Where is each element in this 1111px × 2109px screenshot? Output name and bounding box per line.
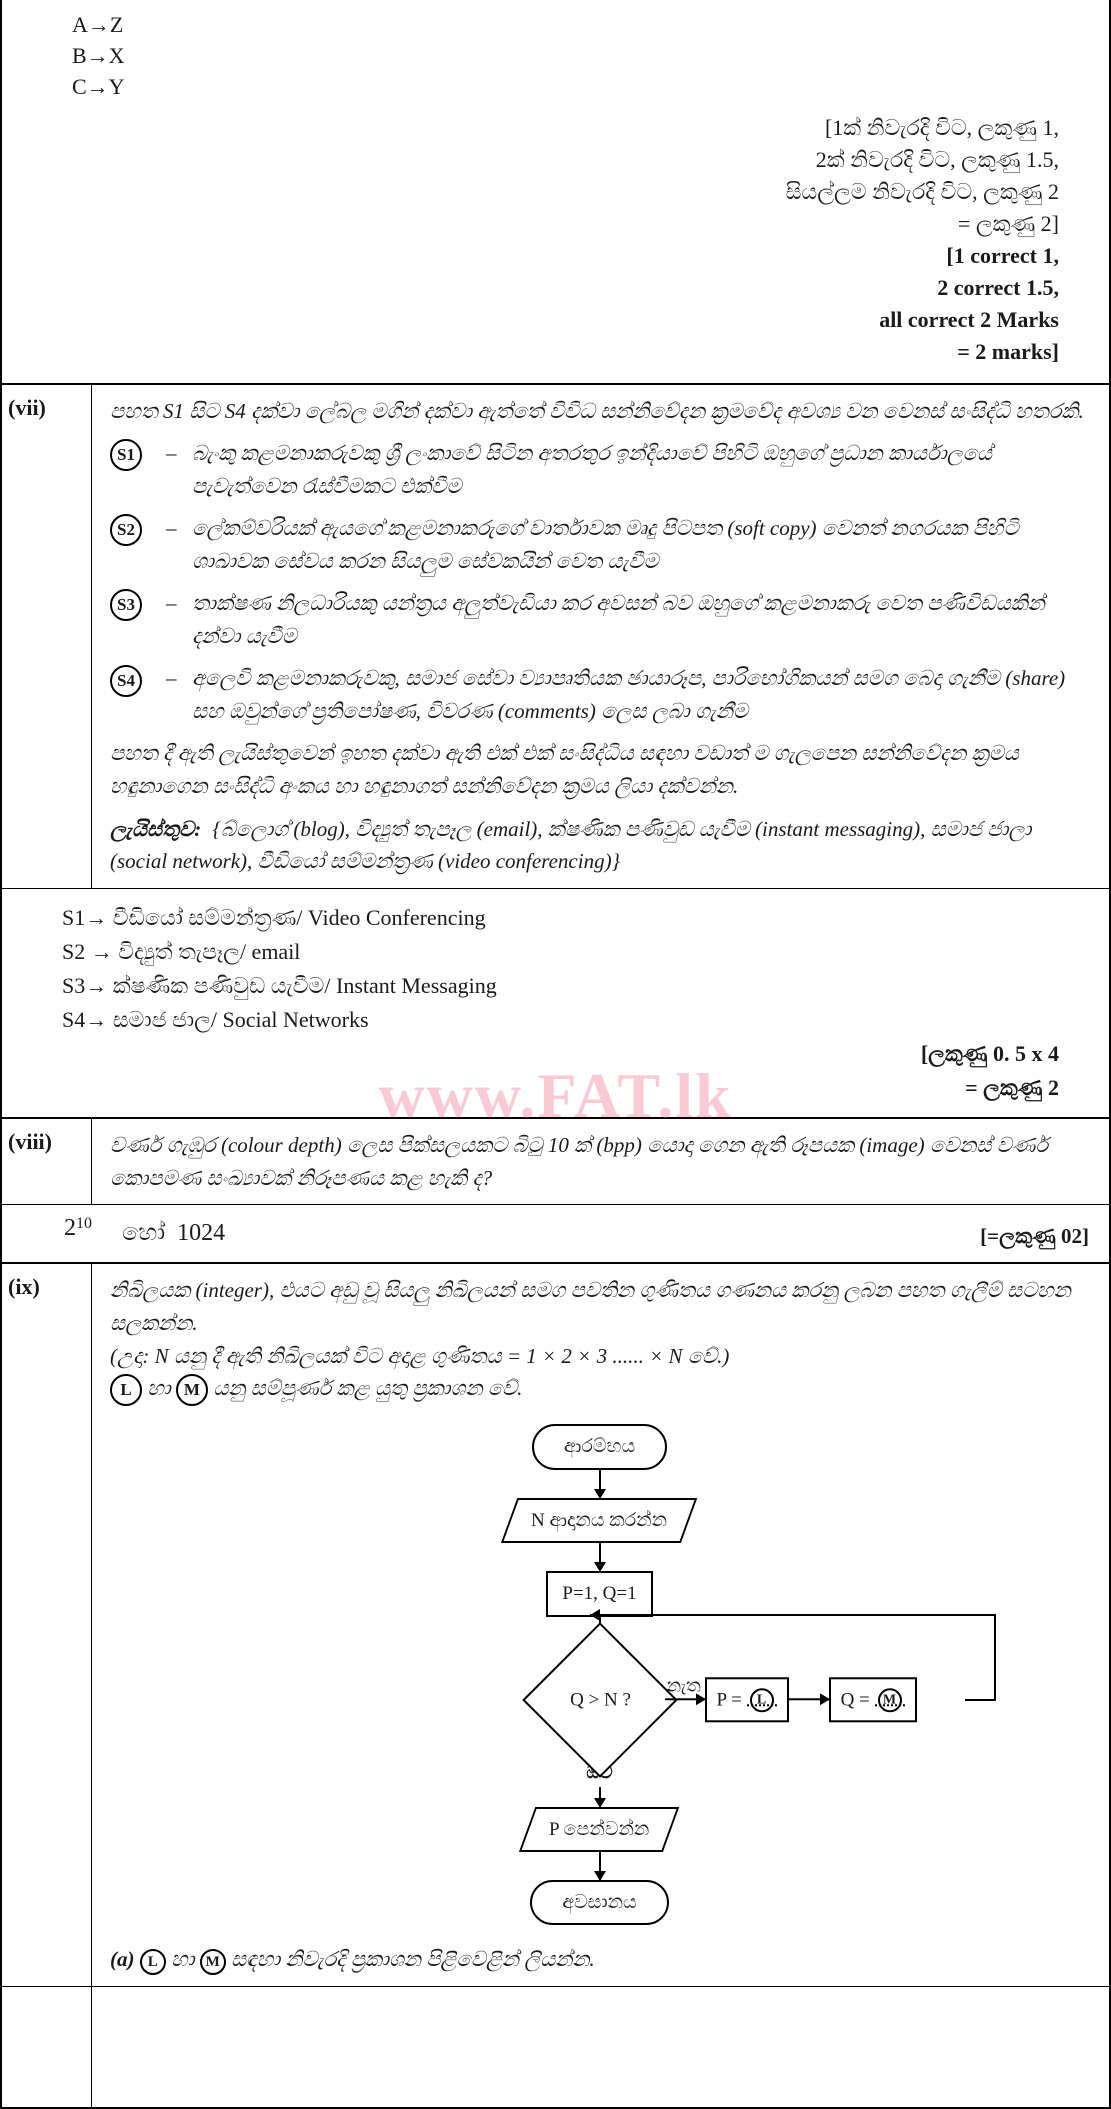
dash: – [166,587,192,652]
marks-line-en: = 2 marks] [72,336,1059,368]
blank-l-icon: L [110,1374,142,1406]
scenario-text: තාක්ෂණ නිලධාරියකු යන්ත්‍රය අලුත්වැඩියා ක… [192,587,1089,652]
answer-line: S2 → විද්‍යුත් තැපෑල/ email [62,935,1059,969]
question-body: නිඛිලයක (integer), එයට අඩු වූ සියලු නිඛි… [92,1264,1109,1985]
question-ix-row: (ix) නිඛිලයක (integer), එයට අඩු වූ සියලු… [2,1264,1109,1986]
question-number: (ix) [2,1264,92,1985]
sub-question-a: (a) L හා M සඳහා නිවැරදි ප්‍රකාශන පිළිවෙළ… [110,1943,1089,1976]
blank-l: L [747,1685,777,1706]
q9-para3: L හා M යනු සම්පූර්ණ කළ යුතු ප්‍රකාශන වේ. [110,1372,1089,1406]
blank-l-icon: L [140,1949,166,1975]
question-body: වර්ණ ගැඹුර (colour depth) ලෙස පික්සලයකට … [92,1119,1109,1204]
answer-vi-block: A→Z B→X C→Y [1ක් නිවැරදි විට, ලකුණු 1, 2… [2,0,1109,385]
answer-line: S1→ වීඩියෝ සම්මන්ත්‍රණ/ Video Conferenci… [62,901,1059,935]
answer-vii-block: S1→ වීඩියෝ සම්මන්ත්‍රණ/ Video Conferenci… [2,889,1109,1120]
marks-line-en: 2 correct 1.5, [72,272,1059,304]
dash: – [166,662,192,727]
marks-line: [=ලකුණු 02] [980,1220,1089,1253]
dash: – [166,512,192,577]
answer-viii-row: 210 හෝ 1024 [=ලකුණු 02] [2,1205,1109,1264]
matching-pairs: A→Z B→X C→Y [72,10,1059,102]
marks-scheme: [1ක් නිවැරදි විට, ලකුණු 1, 2ක් නිවැරදි ව… [72,112,1059,367]
marks-line-si: 2ක් නිවැරදි විට, ලකුණු 1.5, [72,144,1059,176]
flow-assign-q: Q = M [829,1677,917,1722]
blank-m-icon: M [176,1374,208,1406]
question-body: පහත S1 සිට S4 දක්වා ලේබල මගින් දක්වා ඇත්… [92,385,1109,888]
empty-cell [2,1987,92,2107]
exponent: 10 [76,1215,92,1233]
answer-line: S3→ ක්ෂණික පණිවුඩ යැවීම/ Instant Messagi… [62,969,1059,1003]
list-label: ලැයිස්තුව: [110,817,201,841]
answer-body: හෝ 1024 [=ලකුණු 02] [92,1205,1109,1262]
flow-decision: Q > N ? [522,1622,678,1778]
blank-l-icon: L [750,1689,774,1713]
s-label-icon: S3 [110,589,142,621]
marks-line-si: = ලකුණු 2] [72,208,1059,240]
marks-line-en: all correct 2 Marks [72,304,1059,336]
flow-end: අවසානය [530,1880,668,1925]
question-number: (viii) [2,1119,92,1204]
text: හා [142,1376,176,1400]
answer-value: හෝ 1024 [110,1215,225,1252]
flowchart: ආරම්භය N ආදානය කරන්න P=1, Q=1 Q > N ? [320,1424,880,1925]
q-prefix: Q = [841,1689,875,1710]
option-list: {බ්ලොග් (blog), විද්‍යුත් තැපෑල (email),… [110,817,1031,874]
base: 2 [64,1215,76,1242]
arrow-down-icon [599,1543,601,1571]
text: යනු සම්පූර්ණ කළ යුතු ප්‍රකාශන වේ. [208,1376,522,1400]
pair-line: C→Y [72,72,1059,103]
scenario-s3: S3 – තාක්ෂණ නිලධාරියකු යන්ත්‍රය අලුත්වැඩ… [110,587,1089,652]
scenario-s4: S4 – අලෙවි කළමනාකරුවකු, සමාජ සේවා ව්‍යාප… [110,662,1089,727]
flow-assign-p: P = L [705,1677,789,1722]
blank-m: M [875,1685,905,1706]
blank-m-icon: M [878,1689,902,1713]
q9-para1: නිඛිලයක (integer), එයට අඩු වූ සියලු නිඛි… [110,1274,1089,1339]
question-number: (vii) [2,385,92,888]
q7-intro: පහත S1 සිට S4 දක්වා ලේබල මගින් දක්වා ඇත්… [110,395,1089,428]
flow-input-text: N ආදානය කරන්න [531,1506,667,1535]
blank-m-icon: M [200,1949,226,1975]
arrow-down-icon [599,1470,601,1498]
flow-start: ආරම්භය [532,1424,667,1469]
marks-line-en: [1 correct 1, [72,240,1059,272]
flow-input: N ආදානය කරන්න [501,1498,698,1543]
marks-line-si: [1ක් නිවැරදි විට, ලකුණු 1, [72,112,1059,144]
dash: – [166,437,192,502]
answer-exponent: 210 [2,1205,92,1262]
scenario-s1: S1 – බැංකු කළමනාකරුවකු ශ්‍රී ලංකාවේ සිටි… [110,437,1089,502]
s-label-icon: S4 [110,665,142,697]
no-label: නැත [667,1673,701,1701]
marks-line: [ලකුණු 0. 5 x 4 [62,1037,1059,1071]
p-prefix: P = [717,1689,747,1710]
q7-instruction: පහත දී ඇති ලැයිස්තුවෙන් ඉහත දක්වා ඇති එක… [110,737,1089,802]
question-viii-row: (viii) වර්ණ ගැඹුර (colour depth) ලෙස පික… [2,1119,1109,1205]
scenario-s2: S2 – ලේකම්වරියක් ඇයගේ කළමනාකරුගේ වාර්තාව… [110,512,1089,577]
flow-output-text: P පෙන්වන්න [549,1815,649,1844]
arrow-right-icon: නැත [665,1699,705,1701]
arrow-down-icon [599,1852,601,1880]
arrow-right-icon [789,1699,829,1701]
s-label-icon: S2 [110,514,142,546]
empty-cell [92,1987,1109,2107]
decision-text: Q > N ? [569,1685,630,1714]
scenario-text: අලෙවි කළමනාකරුවකු, සමාජ සේවා ව්‍යාපෘතියක… [192,662,1089,727]
marks-line: = ලකුණු 2 [62,1071,1059,1105]
scenario-text: බැංකු කළමනාකරුවකු ශ්‍රී ලංකාවේ සිටින අතර… [192,437,1089,502]
scenario-text: ලේකම්වරියක් ඇයගේ කළමනාකරුගේ වාර්තාවක මෘද… [192,512,1089,577]
answer-line: S4→ සමාජ ජාල/ Social Networks [62,1003,1059,1037]
q9-para2: (උදා: N යනු දී ඇති නිඛිලයක් විට අදාළ ගුණ… [110,1340,1089,1373]
answer-ix-space [2,1987,1109,2107]
pair-line: A→Z [72,10,1059,41]
question-vii-row: (vii) පහත S1 සිට S4 දක්වා ලේබල මගින් දක්… [2,385,1109,889]
option-list-wrap: ලැයිස්තුව: {බ්ලොග් (blog), විද්‍යුත් තැප… [110,813,1089,878]
flow-output: P පෙන්වන්න [519,1807,680,1852]
marks-line-si: සියල්ලම නිවැරදි විට, ලකුණු 2 [72,176,1059,208]
exam-page: A→Z B→X C→Y [1ක් නිවැරදි විට, ලකුණු 1, 2… [0,0,1111,2109]
pair-line: B→X [72,41,1059,72]
feedback-loop-icon [505,1605,1005,1615]
arrow-down-icon [599,1787,601,1807]
s-label-icon: S1 [110,439,142,471]
